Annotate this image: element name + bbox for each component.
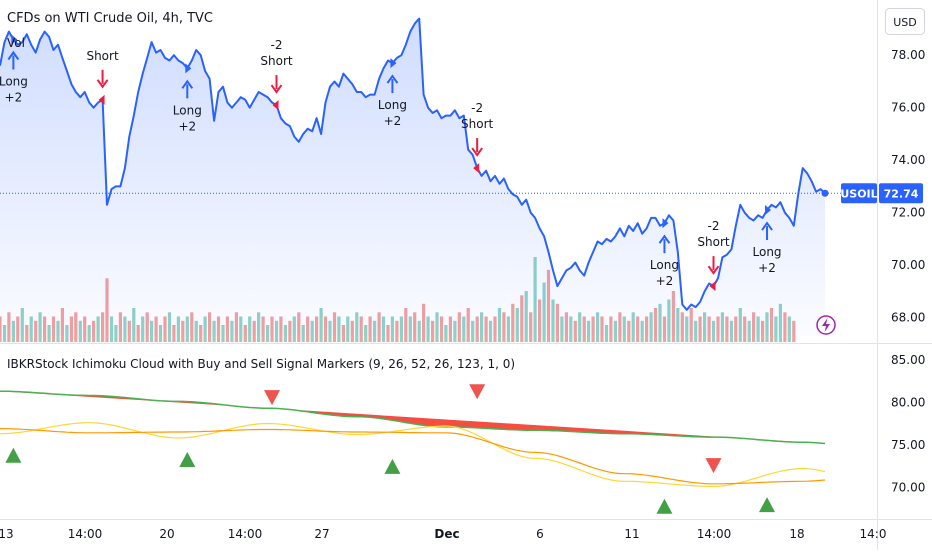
buy-triangle-icon [179,452,196,468]
price-tag-symbol: USOIL [840,187,877,200]
short-tick-marker [473,163,480,174]
short-signal-label: Short [461,117,493,131]
sell-triangle-icon [469,384,486,400]
buy-triangle-icon [759,497,776,513]
price-axis-label: 74.00 [891,153,925,167]
time-axis-label: 6 [536,527,544,541]
price-axis[interactable]: 78.00 76.00 74.00 72.00 70.00 68.00 [891,48,925,324]
time-axis-label: 27 [314,527,329,541]
time-axis-label: 14:0 [860,527,887,541]
long-arrow-head-icon [386,74,399,84]
short-arrow-head-icon [707,265,720,275]
sell-triangle-icon [705,458,722,474]
currency-label: USD [893,16,917,29]
buy-triangle-icon [384,458,401,474]
buy-triangle-icon [5,447,22,463]
long-arrow-head-icon [7,50,20,61]
price-line[interactable] [0,17,826,311]
long-arrow-head-icon [658,234,671,244]
short-tick-marker [272,100,279,111]
time-axis-label: 13 [0,527,14,541]
time-axis-label: 20 [159,527,174,541]
short-signal-label: Short [86,49,118,63]
price-axis-label: 78.00 [891,48,925,62]
indicator-axis-label: 70.00 [891,480,925,494]
signal-markers: Long +2 Short Long +2 -2 Short Long +2 -2 Short Lon… [0,34,782,292]
short-arrow-head-icon [96,79,109,89]
last-price-dot [821,189,829,197]
short-tick-marker [98,94,105,105]
time-axis[interactable]: 13 14:00 20 14:00 27 Dec 6 11 14:00 18 14:0 [0,527,886,541]
price-axis-label: 70.00 [891,258,925,272]
currency-button[interactable]: USD [885,8,925,35]
long-signal-label: +2 [178,119,196,133]
chart-title: CFDs on WTI Crude Oil, 4h, TVC [7,11,213,26]
short-signal-label: -2 [471,101,483,115]
short-arrow-head-icon [270,84,283,94]
price-axis-label: 68.00 [891,311,925,325]
long-tick-marker [390,58,397,69]
indicator-axis[interactable]: 85.00 80.00 75.00 70.00 [891,353,925,495]
long-arrow-head-icon [761,221,773,231]
tenkan-line [0,422,826,487]
time-axis-label: 14:00 [697,527,732,541]
price-tag-value: 72.74 [884,187,919,200]
long-signal-label: +2 [5,90,23,104]
short-signal-label: Short [697,235,729,249]
sell-triangle-icon [264,390,281,406]
long-signal-label: Long [650,258,679,272]
price-tag: USOIL 72.74 [840,183,923,204]
long-tick-marker [662,218,669,229]
long-tick-marker [11,34,18,45]
long-signal-label: Long [753,245,782,259]
short-signal-label: -2 [708,219,720,233]
short-signal-label: Short [260,54,292,68]
time-axis-label: 18 [789,527,804,541]
time-axis-label: 14:00 [228,527,263,541]
senkou-span-a-line [0,390,826,445]
long-tick-marker [185,63,192,74]
price-axis-label: 72.00 [891,206,925,220]
ichimoku-cloud [0,391,825,444]
indicator-axis-label: 85.00 [891,353,925,367]
buy-triangle-icon [656,498,673,514]
time-axis-label: Dec [434,527,459,541]
long-signal-label: +2 [656,274,674,288]
indicator-axis-label: 75.00 [891,438,925,452]
long-tick-marker [765,205,772,216]
kijun-line [0,428,826,485]
long-signal-label: +2 [758,261,776,275]
indicator-title: IBKRStock Ichimoku Cloud with Buy and Se… [7,357,515,371]
indicator-axis-label: 80.00 [891,395,925,409]
time-axis-label: 14:00 [68,527,103,541]
buy-sell-markers [5,384,776,514]
long-signal-label: Long [173,103,202,117]
long-signal-label: Long [0,74,28,88]
short-signal-label: -2 [271,38,283,52]
volume-label: Vol [7,36,25,50]
long-signal-label: +2 [384,114,402,128]
long-signal-label: Long [378,98,407,112]
short-arrow-head-icon [471,147,483,157]
time-axis-label: 11 [624,527,639,541]
short-tick-marker [709,281,716,292]
long-arrow-head-icon [181,79,194,89]
price-axis-label: 76.00 [891,101,925,115]
lightning-icon[interactable] [816,315,836,335]
price-area-fill [0,18,825,336]
